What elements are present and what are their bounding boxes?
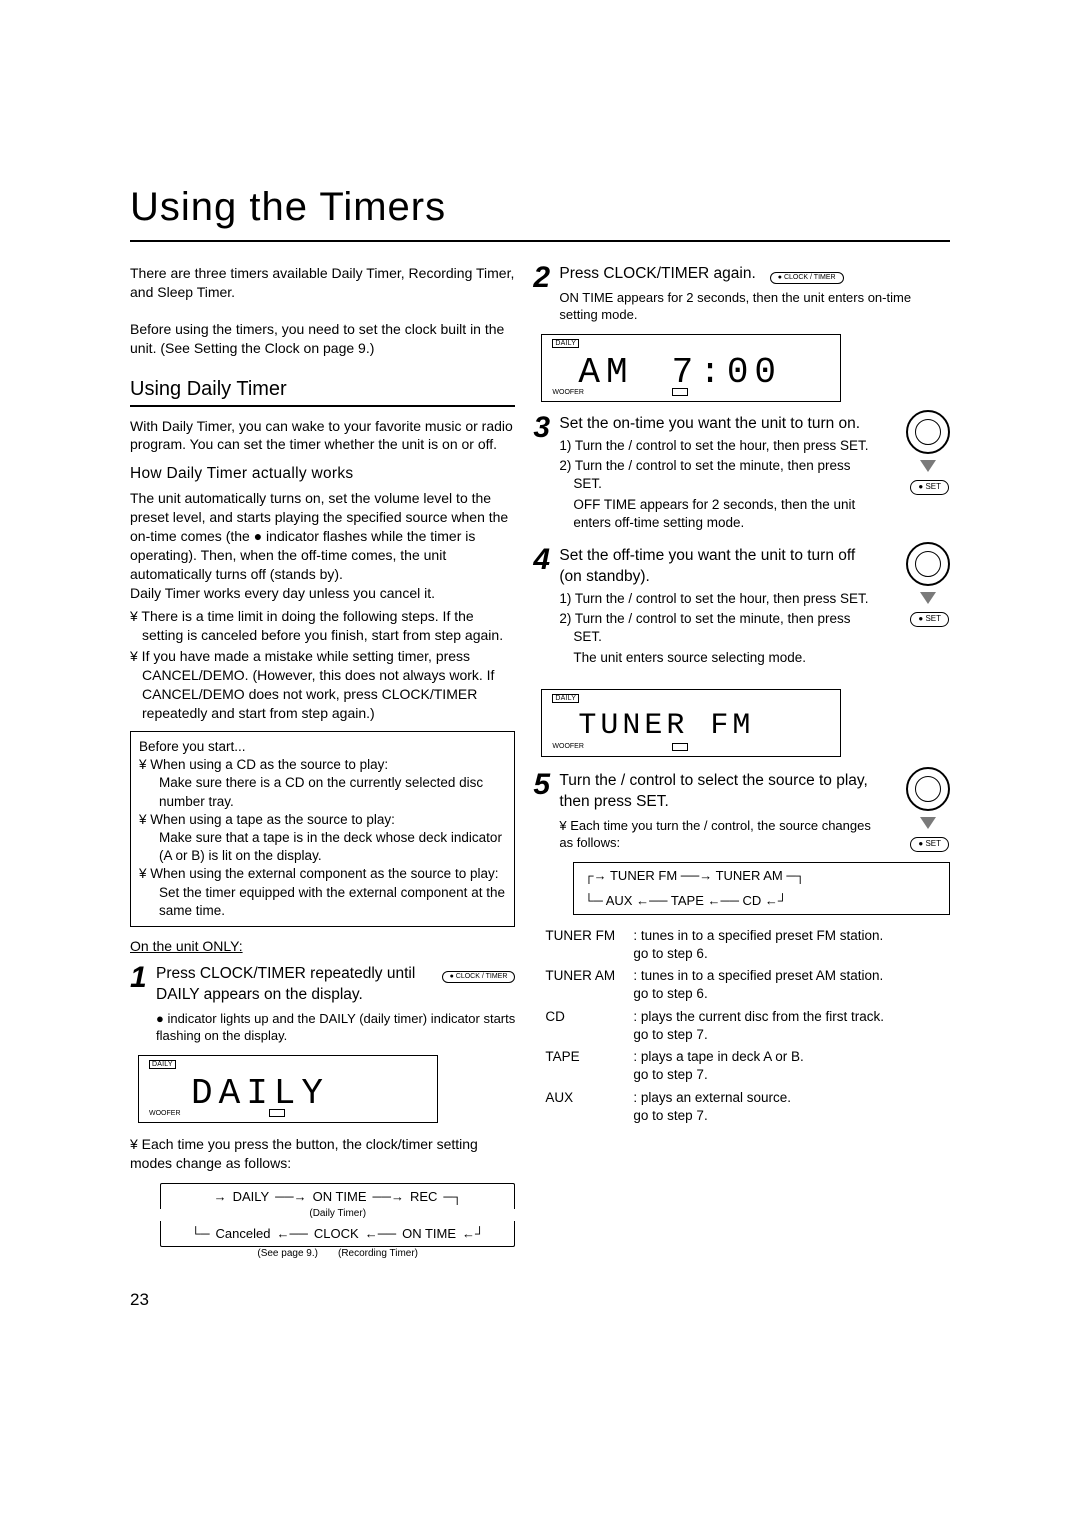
- jog-control-icon: ● SET: [884, 410, 954, 488]
- lcd-display-daily: DAILY DAILY WOOFER: [138, 1055, 438, 1123]
- step-4-2: 2) Turn the / control to set the minute,…: [559, 610, 874, 646]
- source-cycle-diagram: ┌→ TUNER FM ──→ TUNER AM ─┐ └─ AUX ←── T…: [573, 862, 950, 915]
- box-heading: Before you start...: [139, 738, 506, 756]
- page-title: Using the Timers: [130, 180, 950, 242]
- lcd-display-time: DAILY AM 7:00 WOOFER: [541, 334, 841, 402]
- table-row: TUNER FM: tunes in to a specified preset…: [541, 925, 888, 965]
- intro-para-2: Before using the timers, you need to set…: [130, 320, 515, 358]
- two-column-layout: There are three timers available Daily T…: [130, 264, 950, 1261]
- set-button-icon: ● SET: [910, 612, 949, 627]
- table-row: AUX: plays an external source.go to step…: [541, 1087, 888, 1127]
- daily-timer-heading: Using Daily Timer: [130, 376, 515, 407]
- before-you-start-box: Before you start... ¥ When using a CD as…: [130, 731, 515, 927]
- step-1-heading: Press CLOCK/TIMER repeatedly until DAILY…: [156, 964, 426, 1006]
- step-4-number: 4: [533, 540, 550, 581]
- step-4-note: The unit enters source selecting mode.: [559, 649, 874, 667]
- mode-flow-diagram: →DAILY ──→ON TIME ──→REC─┐ (Daily Timer)…: [160, 1183, 515, 1261]
- step-1-sub: ● indicator lights up and the DAILY (dai…: [156, 1010, 515, 1045]
- how-works-body: The unit automatically turns on, set the…: [130, 489, 515, 583]
- step-5-heading: Turn the / control to select the source …: [559, 771, 874, 813]
- table-row: CD: plays the current disc from the firs…: [541, 1006, 888, 1046]
- box-ext-sub: Set the timer equipped with the external…: [139, 884, 506, 920]
- box-cd-sub: Make sure there is a CD on the currently…: [139, 774, 506, 810]
- step-3-heading: Set the on-time you want the unit to tur…: [559, 414, 874, 435]
- clock-timer-button-icon: ● CLOCK / TIMER: [770, 265, 844, 284]
- step-5-sub: ¥ Each time you turn the / control, the …: [559, 817, 874, 852]
- box-tape-sub: Make sure that a tape is in the deck who…: [139, 829, 506, 865]
- box-ext-head: ¥ When using the external component as t…: [139, 865, 506, 883]
- box-cd-head: ¥ When using a CD as the source to play:: [139, 756, 506, 774]
- step-3-2: 2) Turn the / control to set the minute,…: [559, 457, 874, 493]
- step-1: 1 Press CLOCK/TIMER repeatedly until DAI…: [130, 964, 515, 1045]
- step-4: 4 Set the off-time you want the unit to …: [533, 546, 950, 667]
- how-works-note: Daily Timer works every day unless you c…: [130, 584, 515, 603]
- step-3: 3 Set the on-time you want the unit to t…: [533, 414, 950, 532]
- bullet-mistake: ¥ If you have made a mistake while setti…: [130, 647, 515, 723]
- caution-bullets: ¥ There is a time limit in doing the fol…: [130, 607, 515, 723]
- step-2-heading: Press CLOCK/TIMER again.: [559, 264, 755, 285]
- step-1-number: 1: [130, 958, 147, 999]
- step-4-1: 1) Turn the / control to set the hour, t…: [559, 590, 874, 608]
- step-4-heading: Set the off-time you want the unit to tu…: [559, 546, 874, 588]
- jog-control-icon: ● SET: [884, 542, 954, 620]
- set-button-icon: ● SET: [910, 480, 949, 495]
- right-column: 2 Press CLOCK/TIMER again. ● CLOCK / TIM…: [533, 264, 950, 1261]
- step-5-number: 5: [533, 765, 550, 806]
- left-column: There are three timers available Daily T…: [130, 264, 515, 1261]
- lcd-am: AM: [578, 349, 633, 398]
- table-row: TAPE: plays a tape in deck A or B.go to …: [541, 1046, 888, 1086]
- step-5: 5 Turn the / control to select the sourc…: [533, 771, 950, 852]
- press-note: ¥ Each time you press the button, the cl…: [130, 1135, 515, 1173]
- daily-desc: With Daily Timer, you can wake to your f…: [130, 417, 515, 455]
- lcd-main-text: DAILY: [191, 1070, 329, 1119]
- clock-timer-button-icon: ● CLOCK / TIMER: [442, 964, 516, 983]
- step-2: 2 Press CLOCK/TIMER again. ● CLOCK / TIM…: [533, 264, 950, 324]
- on-the-unit-only: On the unit ONLY:: [130, 937, 515, 956]
- box-tape-head: ¥ When using a tape as the source to pla…: [139, 811, 506, 829]
- set-button-icon: ● SET: [910, 837, 949, 852]
- jog-control-icon: ● SET: [884, 767, 954, 845]
- table-row: TUNER AM: tunes in to a specified preset…: [541, 965, 888, 1005]
- lcd-display-tuner: DAILY TUNER FM WOOFER: [541, 689, 841, 757]
- step-3-note: OFF TIME appears for 2 seconds, then the…: [559, 496, 874, 532]
- page-number: 23: [130, 1289, 950, 1312]
- lcd-tuner-text: TUNER FM: [578, 706, 754, 747]
- intro-para-1: There are three timers available Daily T…: [130, 264, 515, 302]
- how-works-heading: How Daily Timer actually works: [130, 464, 515, 485]
- step-2-sub: ON TIME appears for 2 seconds, then the …: [559, 289, 950, 324]
- step-3-number: 3: [533, 408, 550, 449]
- step-2-number: 2: [533, 258, 550, 299]
- bullet-time-limit: ¥ There is a time limit in doing the fol…: [130, 607, 515, 645]
- step-3-1: 1) Turn the / control to set the hour, t…: [559, 437, 874, 455]
- source-description-table: TUNER FM: tunes in to a specified preset…: [541, 925, 888, 1127]
